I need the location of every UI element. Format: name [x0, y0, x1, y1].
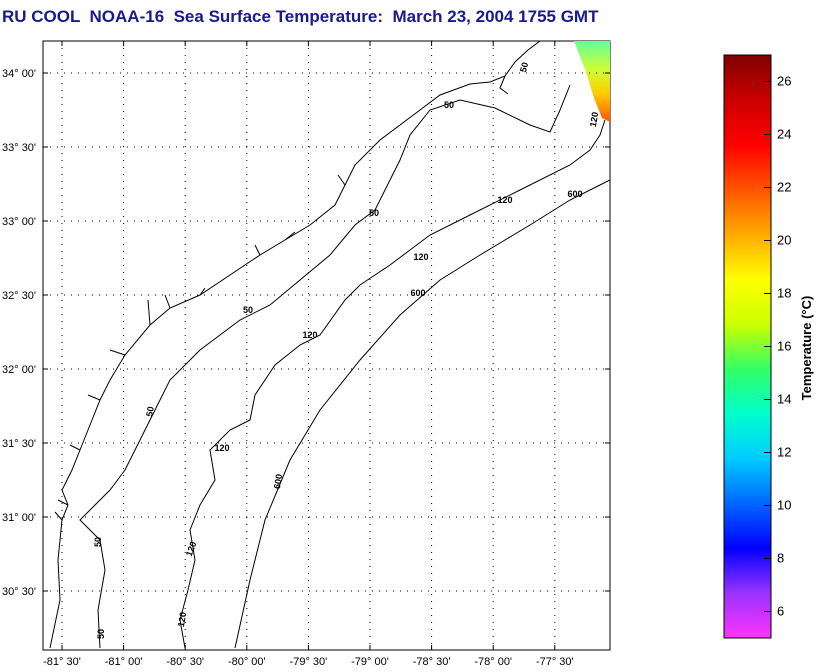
colorbar-tick-label: 16	[777, 339, 791, 354]
map-frame	[42, 40, 611, 651]
colorbar: 26 24 22 20 18 16 14 12 10 8 6 Temperature (°C)	[723, 54, 814, 639]
coastline	[49, 41, 541, 649]
contour-labels: 50 50 50 50 50 50 120 120 120 120 120 120 600 600 600 1…	[93, 61, 600, 639]
isobath-label: 600	[567, 189, 582, 199]
isobath-label: 120	[497, 195, 512, 205]
isobath-label: 120	[214, 443, 229, 453]
lon-tick-label: -79° 30'	[290, 656, 328, 668]
isobath-label: 600	[272, 473, 284, 490]
isobath-label: 50	[518, 61, 530, 73]
isobath-label: 50	[444, 100, 454, 110]
colorbar-tick-label: 6	[777, 604, 784, 619]
isobath-label: 50	[96, 629, 106, 639]
isobath-600	[234, 179, 610, 649]
isobath-label: 50	[144, 406, 156, 418]
lat-tick-label: 32° 00'	[2, 364, 36, 376]
lon-tick-label: -81° 30'	[43, 656, 81, 668]
plot-title: RU COOL NOAA-16 Sea Surface Temperature:…	[2, 7, 599, 26]
colorbar-tick-label: 20	[777, 233, 791, 248]
colorbar-tick-label: 24	[777, 127, 791, 142]
coastline-inlets	[54, 75, 509, 521]
colorbar-tick-label: 8	[777, 551, 784, 566]
colorbar-tick-label: 26	[777, 74, 791, 89]
lon-tick-label: -79° 00'	[351, 656, 389, 668]
lat-tick-label: 34° 00'	[2, 68, 36, 80]
colorbar-tick-label: 18	[777, 286, 791, 301]
isobath-label: 50	[93, 537, 103, 547]
lon-tick-label: -78° 00'	[474, 656, 512, 668]
lat-tick-label: 32° 30'	[2, 290, 36, 302]
sst-data-patch	[574, 41, 610, 122]
isobath-label: 120	[176, 611, 188, 628]
colorbar-title: Temperature (°C)	[799, 296, 814, 401]
isobath-50	[79, 84, 571, 649]
isobath-label: 120	[413, 252, 428, 262]
colorbar-tick-label: 10	[777, 498, 791, 513]
lon-tick-label: -78° 30'	[413, 656, 451, 668]
lon-tick-label: -77° 30'	[536, 656, 574, 668]
isobath-120	[179, 119, 606, 649]
lon-tick-label: -80° 00'	[228, 656, 266, 668]
colorbar-ticks: 26 24 22 20 18 16 14 12 10 8 6	[764, 74, 791, 619]
colorbar-tick-label: 12	[777, 445, 791, 460]
lon-tick-label: -80° 30'	[166, 656, 204, 668]
colorbar-tick-label: 14	[777, 392, 791, 407]
lat-tick-label: 31° 30'	[2, 438, 36, 450]
isobath-label: 50	[369, 208, 379, 218]
lat-tick-label: 33° 00'	[2, 216, 36, 228]
colorbar-tick-label: 22	[777, 180, 791, 195]
isobath-label: 50	[243, 305, 253, 315]
isobath-label: 600	[410, 288, 425, 298]
isobath-label: 120	[588, 111, 600, 128]
lat-tick-label: 31° 00'	[2, 512, 36, 524]
axis-labels: 34° 00' 33° 30' 33° 00' 32° 30' 32° 00' 31° 3…	[2, 68, 574, 668]
isobath-label: 120	[184, 540, 199, 558]
lon-tick-label: -81° 00'	[105, 656, 143, 668]
axis-ticks	[43, 41, 610, 650]
colorbar-gradient	[723, 54, 772, 639]
isobath-label: 120	[302, 330, 317, 340]
lat-tick-label: 30° 30'	[2, 586, 36, 598]
lat-tick-label: 33° 30'	[2, 142, 36, 154]
